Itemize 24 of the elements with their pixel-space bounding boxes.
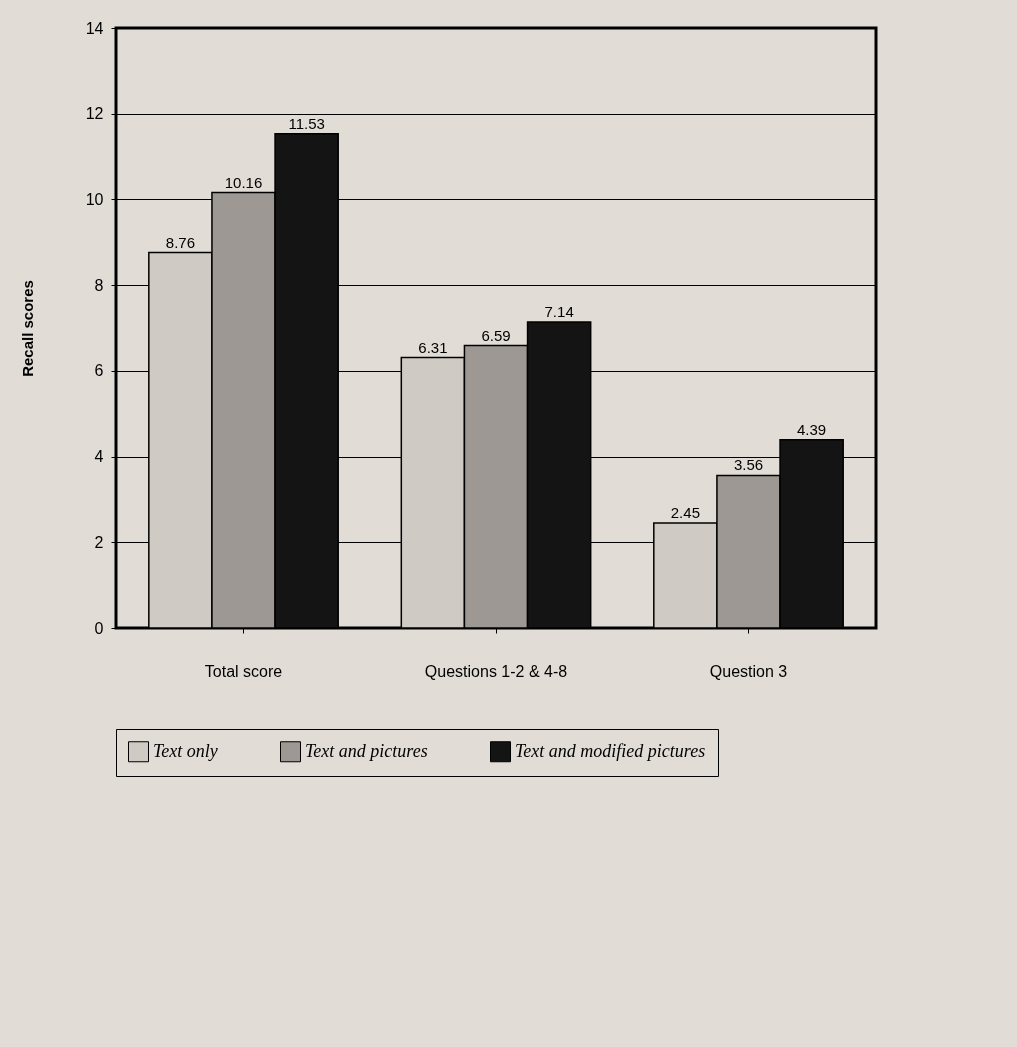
y-tick-label: 4 xyxy=(94,448,104,466)
y-tick-label: 6 xyxy=(94,362,104,380)
y-axis-title: Recall scores xyxy=(18,280,36,377)
data-label: 7.14 xyxy=(544,303,574,320)
y-tick-label: 0 xyxy=(94,619,104,637)
x-tick-label: Questions 1-2 & 4-8 xyxy=(424,662,568,680)
data-label: 3.56 xyxy=(733,456,764,474)
data-label: 6.59 xyxy=(481,326,511,344)
y-tick-label: 8 xyxy=(94,276,104,294)
x-tick-label: Question 3 xyxy=(709,662,788,680)
y-tick-label: 2 xyxy=(94,533,104,551)
data-label: 11.53 xyxy=(288,114,325,132)
data-label: 4.39 xyxy=(797,420,827,438)
legend-label: Text and pictures xyxy=(305,740,428,761)
legend-label: Text and modified pictures xyxy=(515,740,706,761)
data-label: 10.16 xyxy=(224,173,263,191)
y-tick-label: 14 xyxy=(85,19,104,37)
data-label: 8.76 xyxy=(165,233,195,251)
y-tick-label: 10 xyxy=(85,190,104,208)
data-label: 2.45 xyxy=(670,504,700,521)
x-tick-label: Total score xyxy=(204,662,283,680)
y-tick-label: 12 xyxy=(85,105,104,123)
legend-label: Text only xyxy=(153,740,218,761)
data-label: 6.31 xyxy=(418,338,448,356)
